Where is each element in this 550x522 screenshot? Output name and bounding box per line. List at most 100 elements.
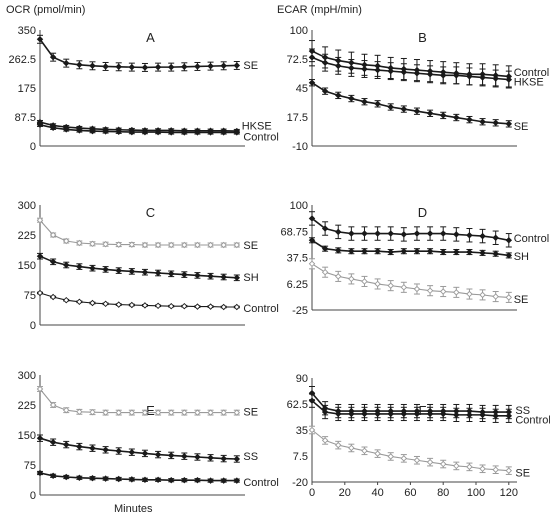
data-point (141, 64, 149, 71)
x-tick-label: 120 (500, 487, 518, 499)
data-point (154, 451, 162, 458)
x-tick-label: 100 (467, 487, 485, 499)
data-point (220, 241, 227, 249)
data-point (76, 263, 83, 270)
data-point (335, 247, 342, 254)
data-point (76, 298, 83, 306)
series-label: Control (243, 477, 278, 489)
data-point (361, 247, 368, 255)
data-point (115, 63, 122, 71)
y-tick-label: 35 (296, 425, 308, 437)
data-point (453, 462, 460, 470)
data-point (505, 120, 513, 128)
series-line (311, 429, 509, 472)
data-point (167, 63, 175, 71)
data-point (321, 408, 329, 416)
y-tick-label: 68.75 (280, 226, 308, 238)
data-point (89, 240, 96, 248)
data-point (505, 294, 513, 301)
data-point (466, 73, 473, 80)
y-tick-label: 45 (296, 83, 308, 95)
data-point (387, 248, 394, 256)
data-point (348, 247, 355, 255)
data-point (207, 409, 214, 416)
y-tick-label: -25 (292, 305, 308, 317)
data-point (426, 287, 434, 294)
data-point (466, 411, 473, 419)
data-point (128, 301, 136, 309)
data-point (36, 385, 44, 393)
series-Control (36, 289, 241, 311)
data-point (492, 119, 499, 127)
data-point (233, 241, 241, 249)
data-point (49, 124, 57, 132)
data-point (308, 79, 316, 86)
data-point (89, 444, 96, 452)
series-SS (36, 434, 241, 463)
data-point (207, 241, 214, 249)
data-point (335, 273, 342, 280)
data-point (439, 230, 447, 237)
series-line (39, 255, 237, 279)
series-line (311, 392, 509, 413)
series-SE (36, 34, 241, 72)
data-point (387, 282, 394, 289)
data-point (400, 68, 408, 76)
data-point (335, 62, 342, 70)
data-point (387, 67, 394, 75)
data-point (167, 302, 175, 310)
data-point (89, 474, 96, 482)
y-tick-label: -10 (292, 141, 308, 153)
data-point (49, 438, 57, 446)
data-point (479, 232, 486, 240)
data-point (426, 110, 434, 117)
data-point (63, 441, 70, 448)
data-point (220, 303, 227, 311)
data-point (387, 453, 394, 460)
data-point (141, 241, 149, 249)
series-label: SE (515, 468, 530, 480)
data-point (36, 216, 44, 224)
series-Control (36, 121, 241, 136)
data-point (466, 248, 473, 256)
data-point (194, 241, 201, 249)
data-point (36, 36, 44, 43)
data-point (426, 458, 434, 466)
data-point (413, 70, 421, 77)
data-point (492, 250, 499, 257)
panel-title: D (418, 205, 427, 220)
data-point (76, 443, 83, 450)
data-point (348, 95, 355, 102)
series-label: Control (243, 303, 278, 315)
data-point (115, 241, 122, 248)
data-point (181, 63, 188, 71)
data-point (141, 409, 149, 416)
y-tick-label: 72.5 (287, 54, 308, 66)
x-axis-title-left: Minutes (114, 503, 153, 515)
data-point (102, 475, 109, 482)
data-point (479, 74, 486, 81)
data-point (102, 446, 109, 454)
ocr-axis-title: OCR (pmol/min) (6, 4, 86, 16)
data-point (374, 100, 381, 108)
series-label: SH (243, 272, 258, 284)
y-tick-label: 225 (18, 230, 36, 242)
data-point (154, 302, 162, 310)
data-point (453, 231, 460, 238)
data-point (505, 76, 513, 83)
data-point (63, 473, 70, 481)
data-point (181, 409, 188, 416)
data-point (207, 303, 214, 310)
x-tick-label: 60 (404, 487, 416, 499)
data-point (102, 300, 109, 308)
data-point (63, 406, 70, 414)
series-SH (308, 237, 513, 259)
data-point (308, 215, 316, 222)
y-tick-label: 100 (290, 25, 308, 37)
series-label: SH (514, 251, 529, 263)
data-point (207, 62, 214, 70)
y-tick-label: 0 (30, 490, 36, 502)
data-point (115, 475, 122, 483)
data-point (76, 239, 83, 247)
series-line (311, 217, 509, 242)
